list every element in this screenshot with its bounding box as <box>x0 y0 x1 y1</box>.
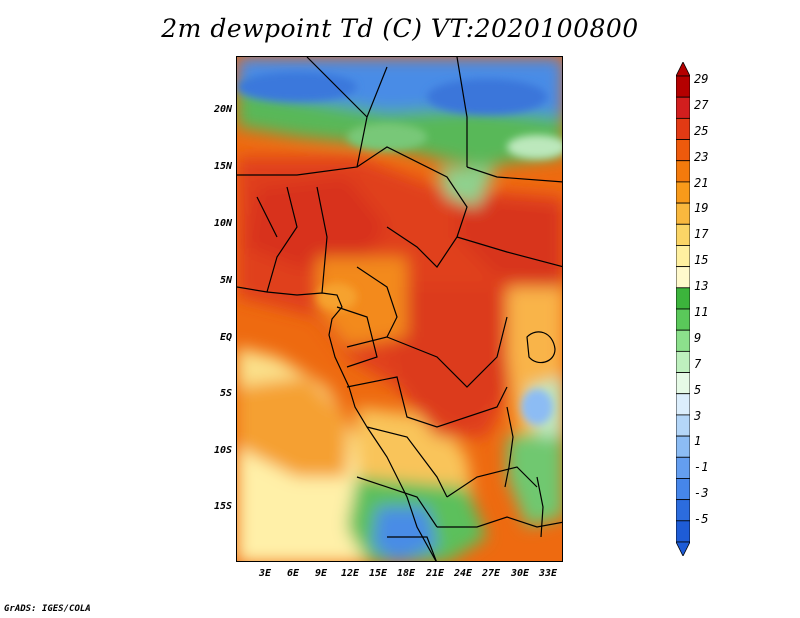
colorbar-label: 17 <box>694 227 709 242</box>
colorbar-label: -3 <box>694 486 709 501</box>
colorbar-swatch <box>676 96 690 119</box>
colorbar-swatch <box>676 266 690 289</box>
colorbar-swatch <box>676 75 690 98</box>
colorbar-label: 21 <box>694 175 709 190</box>
colorbar-label: 3 <box>694 408 702 423</box>
colorbar-label: 19 <box>694 201 709 216</box>
lat-label: EQ <box>219 332 232 343</box>
colorbar-swatch <box>676 414 690 437</box>
colorbar-label: 13 <box>694 279 709 294</box>
lon-label: 21E <box>425 568 445 579</box>
credit-text: GrADS: IGES/COLA <box>4 604 91 614</box>
colorbar-bottom-arrow <box>676 541 690 556</box>
colorbar-label: 7 <box>694 356 702 371</box>
lon-label: 30E <box>510 568 530 579</box>
colorbar-swatch <box>676 329 690 352</box>
colorbar-swatch <box>676 202 690 225</box>
lat-label: 10S <box>213 445 232 456</box>
country-borders <box>237 57 562 561</box>
colorbar-swatch <box>676 435 690 458</box>
colorbar-label: 11 <box>694 305 709 319</box>
colorbar-swatch <box>676 223 690 246</box>
map-title: 2m dewpoint Td (C) VT:2020100800 <box>161 14 639 43</box>
colorbar-label: 27 <box>694 97 709 112</box>
lon-label: 33E <box>538 568 558 579</box>
colorbar-label: 15 <box>694 253 709 268</box>
lat-label: 15N <box>213 161 232 172</box>
lat-label: 10N <box>213 218 232 229</box>
lon-label: 18E <box>396 568 416 579</box>
dewpoint-detail <box>237 72 562 425</box>
dewpoint-field <box>237 57 562 561</box>
colorbar-swatch <box>676 160 690 183</box>
lon-label: 6E <box>286 568 300 579</box>
lon-label: 12E <box>340 568 360 579</box>
colorbar-label: 1 <box>694 434 702 449</box>
lon-label: 15E <box>368 568 388 579</box>
lat-label: 15S <box>213 501 232 512</box>
dewpoint-map <box>236 56 563 562</box>
colorbar-swatch <box>676 117 690 140</box>
lon-label: 3E <box>258 568 272 579</box>
colorbar-swatch <box>676 308 690 331</box>
colorbar-swatch <box>676 287 690 310</box>
colorbar-swatch <box>676 478 690 501</box>
colorbar-swatch <box>676 139 690 162</box>
colorbar <box>676 62 690 556</box>
colorbar-label: 29 <box>694 72 709 86</box>
map-canvas <box>237 57 562 561</box>
colorbar-label: 9 <box>694 330 702 345</box>
colorbar-label: 5 <box>694 382 702 397</box>
colorbar-swatch <box>676 245 690 268</box>
colorbar-label: 23 <box>694 149 709 164</box>
lat-label: 5N <box>219 275 232 286</box>
lon-label: 24E <box>453 568 473 579</box>
colorbar-swatch <box>676 393 690 416</box>
colorbar-swatch <box>676 181 690 204</box>
colorbar-swatch <box>676 499 690 522</box>
colorbar-top-arrow <box>676 62 690 77</box>
colorbar-swatch <box>676 520 690 543</box>
lon-label: 9E <box>314 568 328 579</box>
colorbar-label: -5 <box>694 512 709 527</box>
colorbar-label: -1 <box>694 460 709 475</box>
lat-label: 5S <box>219 388 232 399</box>
lat-label: 20N <box>213 104 232 115</box>
colorbar-swatch <box>676 350 690 373</box>
lon-label: 27E <box>481 568 501 579</box>
colorbar-swatch <box>676 372 690 395</box>
colorbar-swatch <box>676 456 690 479</box>
colorbar-label: 25 <box>694 123 709 138</box>
